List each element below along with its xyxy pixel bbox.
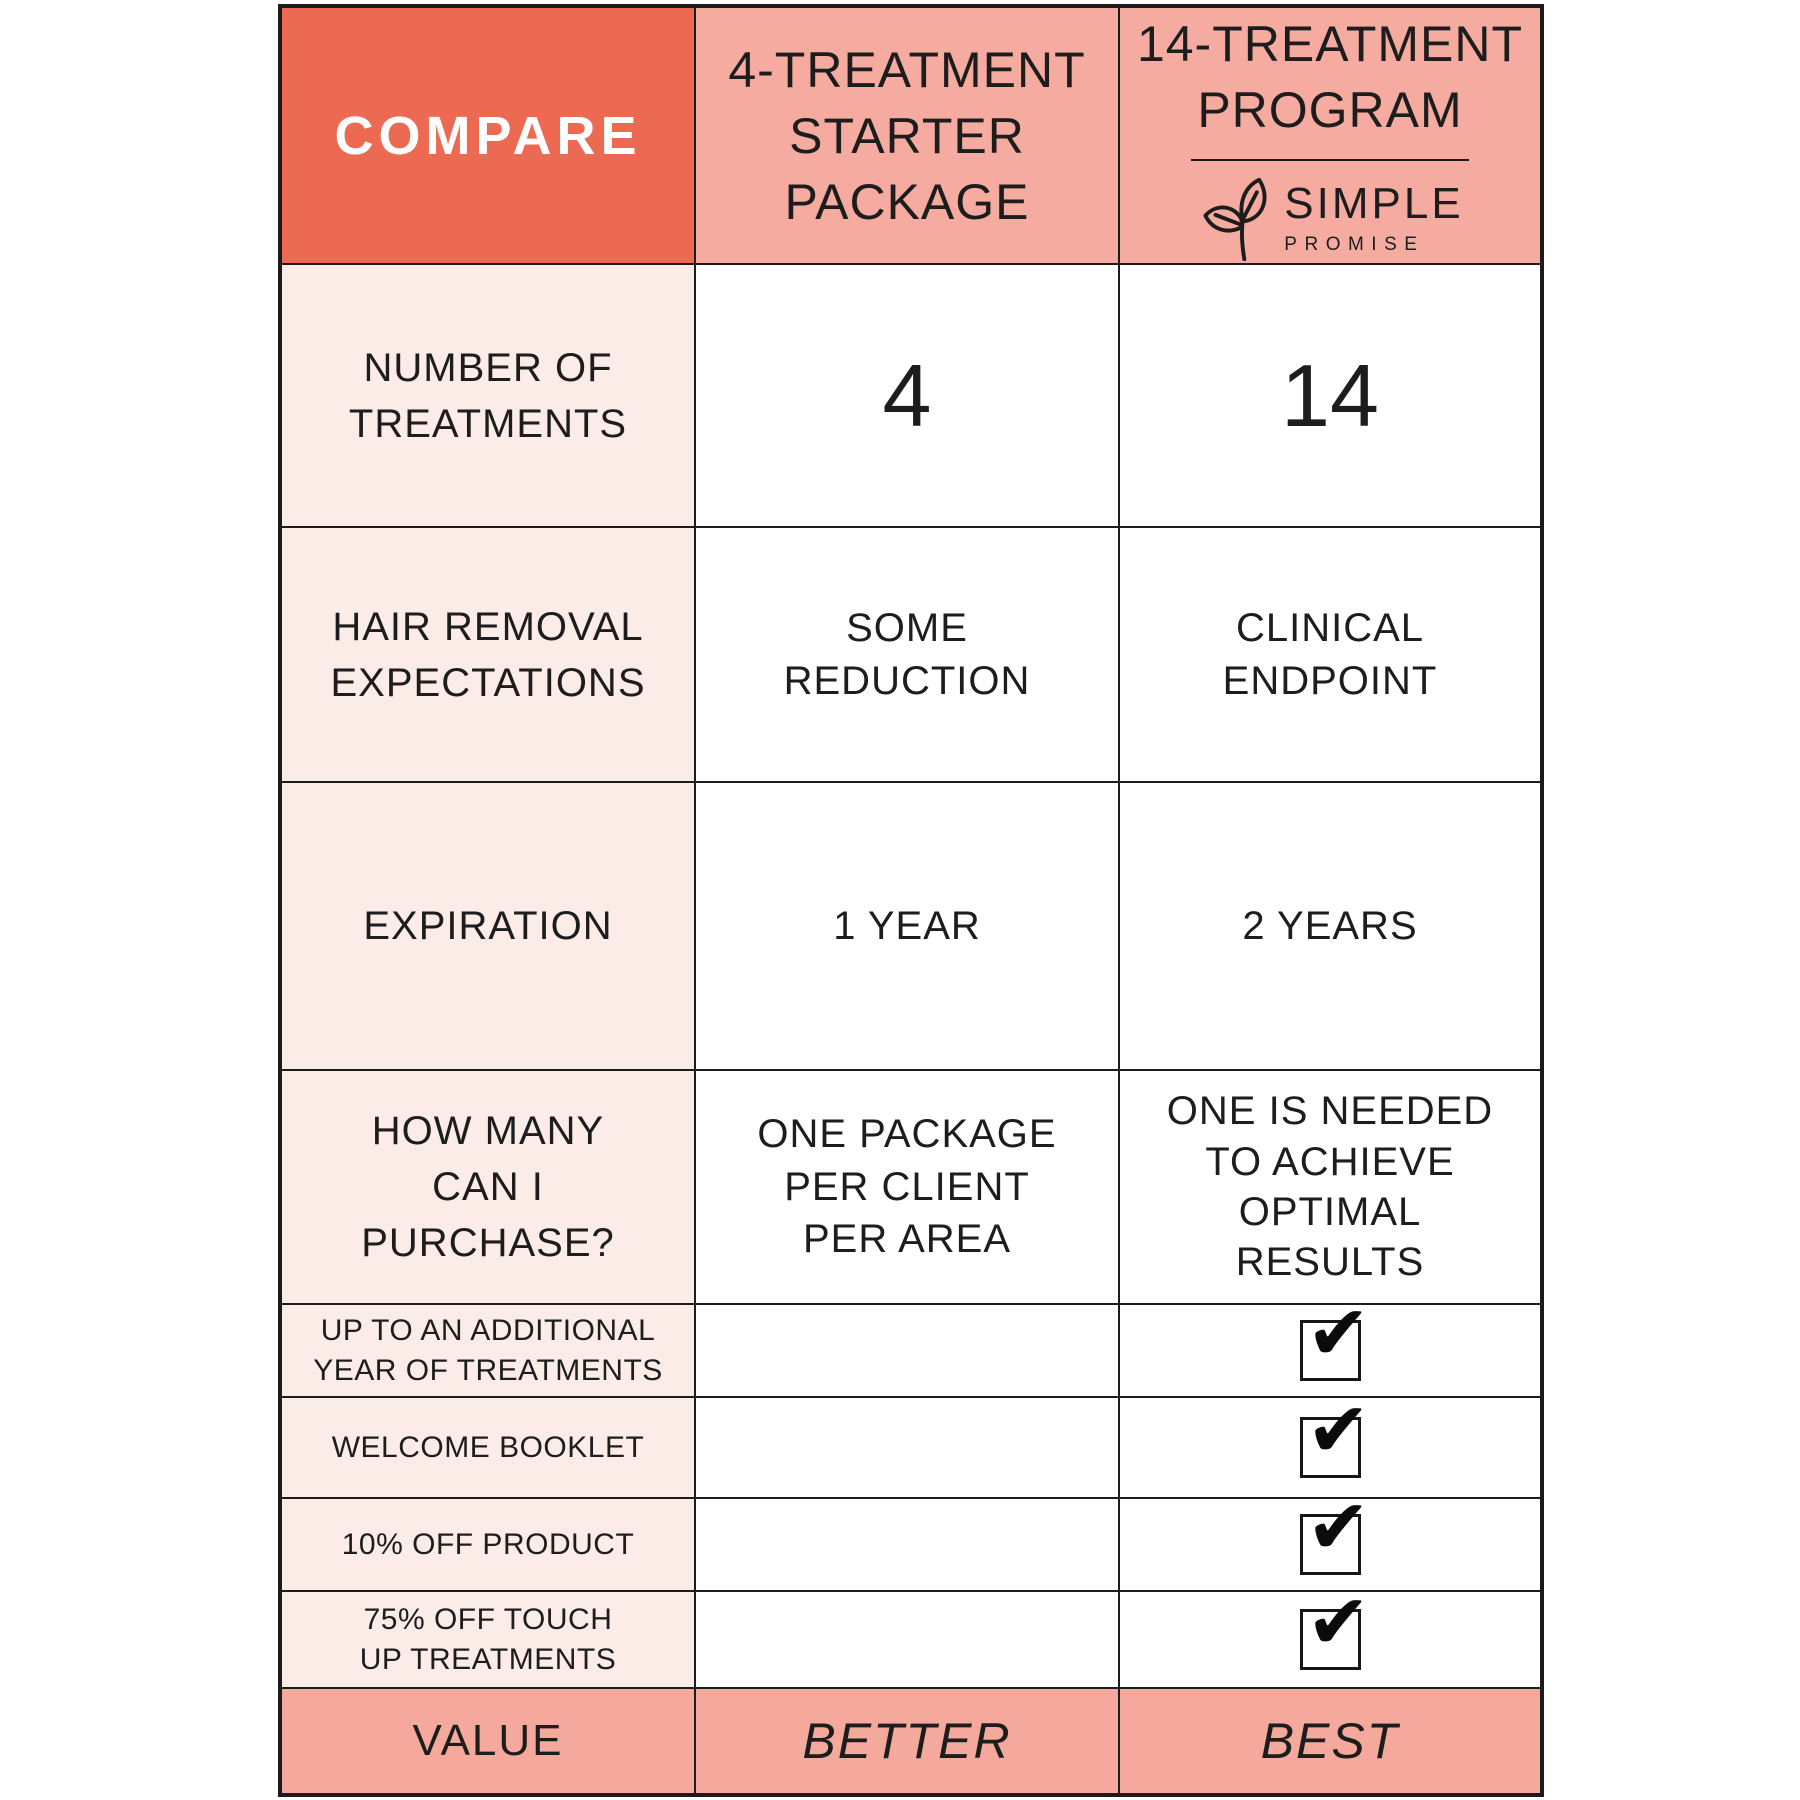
- program-header-cell: 14-TREATMENT PROGRAM SIMPLE PROMISE: [1120, 8, 1540, 265]
- cell-program-purchase-limit: ONE IS NEEDED TO ACHIEVE OPTIMAL RESULTS: [1120, 1071, 1540, 1305]
- checkmark-icon: ✔: [1306, 1482, 1371, 1571]
- cell-program-treatments: 14: [1120, 265, 1540, 528]
- header-divider-line: [1191, 158, 1469, 161]
- cell-starter-welcome-booklet-empty: [696, 1398, 1120, 1499]
- row-label-additional-year: UP TO AN ADDITIONAL YEAR OF TREATMENTS: [282, 1305, 696, 1398]
- cell-starter-10-off-empty: [696, 1499, 1120, 1592]
- starter-package-title: 4-TREATMENT STARTER PACKAGE: [728, 41, 1086, 230]
- row-label-how-many-purchase: HOW MANY CAN I PURCHASE?: [282, 1071, 696, 1305]
- cell-starter-treatments: 4: [696, 265, 1120, 528]
- cell-program-expiration: 2 YEARS: [1120, 783, 1540, 1071]
- leaves-icon: [1203, 177, 1267, 261]
- checkbox-75-off: ✔: [1299, 1584, 1370, 1670]
- logo-text: SIMPLE PROMISE: [1284, 179, 1463, 256]
- row-label-welcome-booklet: WELCOME BOOKLET: [282, 1398, 696, 1499]
- footer-starter-value: BETTER: [696, 1689, 1120, 1793]
- row-label-hair-removal-expectations: HAIR REMOVAL EXPECTATIONS: [282, 528, 696, 783]
- cell-program-expectations: CLINICAL ENDPOINT: [1120, 528, 1540, 783]
- cell-starter-expiration: 1 YEAR: [696, 783, 1120, 1071]
- cell-program-10-off: ✔: [1120, 1489, 1540, 1592]
- cell-program-75-off: ✔: [1120, 1584, 1540, 1689]
- checkbox-welcome-booklet: ✔: [1299, 1392, 1370, 1478]
- logo-subtitle: PROMISE: [1284, 234, 1425, 255]
- simple-promise-logo: SIMPLE PROMISE: [1196, 175, 1463, 261]
- checkbox-10-off: ✔: [1299, 1489, 1370, 1575]
- row-label-expiration: EXPIRATION: [282, 783, 696, 1071]
- cell-program-welcome-booklet: ✔: [1120, 1392, 1540, 1499]
- footer-program-value: BEST: [1120, 1689, 1540, 1793]
- cell-program-additional-year: ✔: [1120, 1295, 1540, 1398]
- cell-starter-purchase-limit: ONE PACKAGE PER CLIENT PER AREA: [696, 1071, 1120, 1305]
- checkmark-icon: ✔: [1306, 1288, 1371, 1377]
- checkbox-additional-year: ✔: [1299, 1295, 1370, 1381]
- row-label-number-of-treatments: NUMBER OF TREATMENTS: [282, 265, 696, 528]
- comparison-table: COMPARE 4-TREATMENT STARTER PACKAGE 14-T…: [278, 4, 1544, 1797]
- row-label-75-off-touchup: 75% OFF TOUCH UP TREATMENTS: [282, 1592, 696, 1689]
- program-title: 14-TREATMENT PROGRAM: [1136, 15, 1524, 138]
- cell-starter-expectations: SOME REDUCTION: [696, 528, 1120, 783]
- footer-label-value: VALUE: [282, 1689, 696, 1793]
- compare-title: COMPARE: [334, 105, 642, 166]
- logo-name: SIMPLE: [1284, 179, 1464, 228]
- checkmark-icon: ✔: [1306, 1385, 1371, 1474]
- cell-starter-75-off-empty: [696, 1592, 1120, 1689]
- compare-header-cell: COMPARE: [282, 8, 696, 265]
- row-label-10-off-product: 10% OFF PRODUCT: [282, 1499, 696, 1592]
- checkmark-icon: ✔: [1306, 1577, 1371, 1666]
- starter-package-header-cell: 4-TREATMENT STARTER PACKAGE: [696, 8, 1120, 265]
- cell-starter-additional-year-empty: [696, 1305, 1120, 1398]
